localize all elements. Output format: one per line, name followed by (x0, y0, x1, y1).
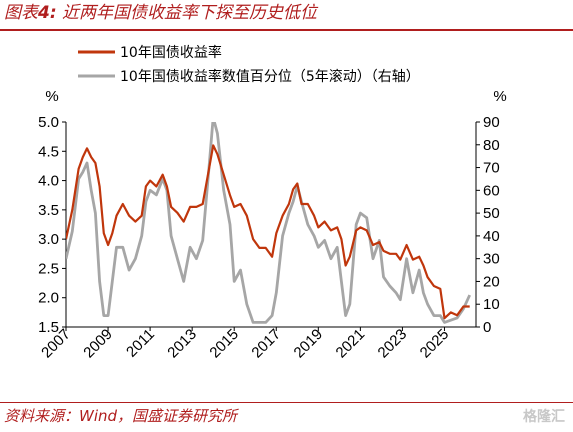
right-axis-tick-label: 80 (483, 137, 500, 154)
legend-label: 10年国债收益率 (120, 44, 222, 61)
left-axis-unit: % (45, 88, 58, 105)
x-axis-tick-label: 2015 (206, 326, 242, 362)
title-rule (0, 29, 573, 31)
left-axis-tick-label: 3.0 (38, 231, 59, 248)
legend-label: 10年国债收益率数值百分位（5年滚动）（右轴） (120, 68, 420, 85)
figure-label: 图表 (4, 3, 38, 23)
left-axis-tick-label: 4.5 (38, 143, 59, 160)
right-axis-tick-label: 50 (483, 205, 500, 222)
x-axis-tick-label: 2013 (164, 326, 200, 362)
right-axis-tick-label: 90 (483, 114, 500, 131)
watermark: 格隆汇 (523, 409, 565, 425)
right-axis-tick-label: 30 (483, 251, 500, 268)
x-axis-tick-label: 2019 (291, 326, 327, 362)
right-axis-tick-label: 10 (483, 296, 500, 313)
left-axis-tick-label: 5.0 (38, 114, 59, 131)
right-axis-tick-label: 60 (483, 182, 500, 199)
left-axis-tick-label: 3.5 (38, 202, 59, 219)
left-axis-tick-label: 2.5 (38, 260, 59, 277)
right-axis-unit: % (493, 88, 506, 105)
x-axis-tick-label: 2021 (333, 326, 369, 362)
left-axis-tick-label: 1.5 (38, 319, 59, 336)
chart: 5.0 4.5 4.0 3.5 3.0 2.5 2.0 1.5 90 80 70 60 50 40 30 20… (38, 44, 507, 362)
source-note: 资料来源：Wind，国盛证券研究所 (4, 407, 238, 425)
figure-title: 图表4: 近两年国债收益率下探至历史低位 (4, 0, 569, 26)
x-axis-tick-label: 2009 (80, 326, 116, 362)
right-axis-tick-label: 40 (483, 228, 500, 245)
right-axis-tick-label: 0 (483, 319, 491, 336)
source-rule (0, 402, 573, 403)
right-axis-tick-label: 70 (483, 160, 500, 177)
x-axis-tick-label: 2023 (375, 326, 411, 362)
right-axis-tick-label: 20 (483, 273, 500, 290)
series-line-yield (66, 144, 470, 320)
series-line-percentile (66, 122, 471, 324)
left-axis-tick-label: 4.0 (38, 173, 59, 190)
figure-title-text: 近两年国债收益率下探至历史低位 (62, 3, 318, 23)
x-axis-tick-label: 2011 (123, 326, 158, 361)
x-axis-tick-label: 2025 (417, 326, 453, 362)
left-axis-tick-label: 2.0 (38, 290, 59, 307)
figure-number: 4: (38, 3, 57, 23)
x-axis-tick-label: 2017 (248, 326, 284, 362)
